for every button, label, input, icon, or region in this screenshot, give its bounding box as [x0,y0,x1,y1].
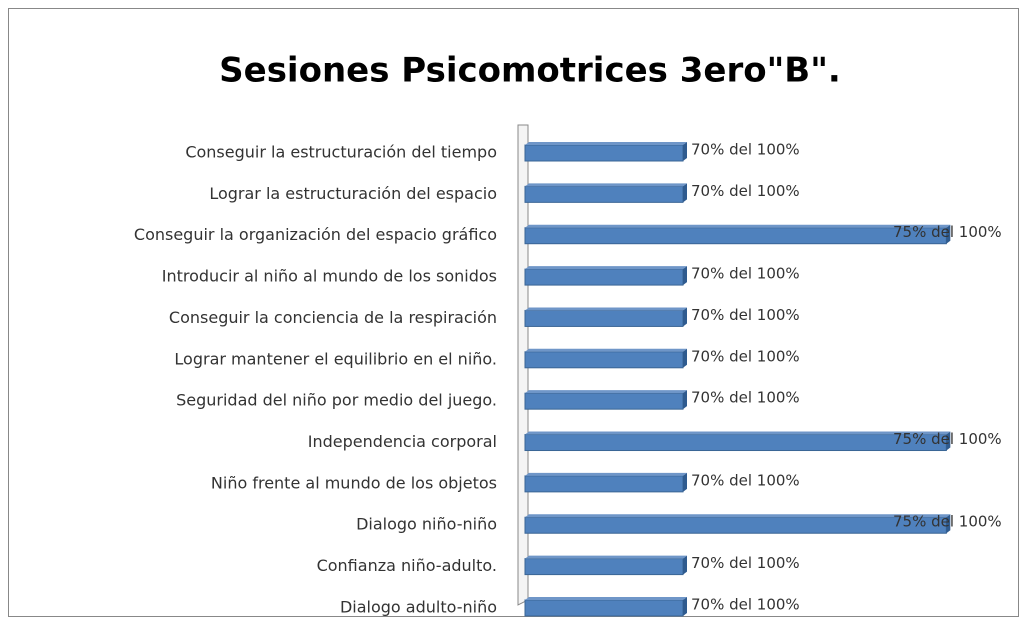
bar-end [683,596,687,616]
data-label: 75% del 100% [893,513,1002,531]
bar [524,516,947,534]
bar [524,351,684,369]
bar-end [683,266,687,286]
bar-end [683,307,687,327]
data-label: 70% del 100% [691,471,800,489]
bar-end [683,348,687,368]
bar [524,558,684,576]
category-label: Lograr mantener el equilibrio en el niño… [174,349,497,368]
bar-top [525,348,687,352]
category-label: Seguridad del niño por medio del juego. [176,391,497,410]
data-label: 70% del 100% [691,182,800,200]
bar-top [525,266,687,270]
bar-end [683,183,687,203]
category-label: Niño frente al mundo de los objetos [211,473,497,492]
category-label: Lograr la estructuración del espacio [209,184,497,203]
bar-end [683,472,687,492]
category-label: Confianza niño-adulto. [317,556,497,575]
data-label: 70% del 100% [691,265,800,283]
data-label: 70% del 100% [691,306,800,324]
bar [524,185,684,203]
bar-end [946,514,951,534]
data-label: 75% del 100% [893,430,1002,448]
data-label: 70% del 100% [691,554,800,572]
category-label: Conseguir la conciencia de la respiració… [169,308,497,327]
bar-top [525,142,687,145]
bar-top [525,514,951,518]
category-label: Conseguir la organización del espacio gr… [134,225,497,244]
bar [524,392,684,410]
data-label: 75% del 100% [893,223,1002,241]
bar-top [525,555,687,559]
bar-end [683,555,687,575]
data-label: 70% del 100% [691,595,800,613]
bar-top [525,472,687,476]
category-label: Introducir al niño al mundo de los sonid… [162,267,497,286]
data-label: 70% del 100% [691,141,800,159]
data-label: 70% del 100% [691,347,800,365]
bar [524,309,684,327]
bar-top [525,596,687,600]
category-label: Conseguir la estructuración del tiempo [185,143,497,162]
bar [524,268,684,286]
category-label: Independencia corporal [308,432,497,451]
category-label: Dialogo niño-niño [356,515,497,534]
bar [524,599,684,617]
bar-top [525,431,951,435]
bar-top [525,183,687,187]
data-label: 70% del 100% [691,389,800,407]
bar-end [946,431,951,451]
chart-title: Sesiones Psicomotrices 3ero"B". [219,51,841,91]
bar [524,227,947,245]
bar-top [525,307,687,311]
bar-end [946,224,951,244]
bar-top [525,224,951,228]
bar [524,475,684,493]
bar-end [683,390,687,410]
bar-top [525,390,687,394]
category-label: Dialogo adulto-niño [340,597,497,616]
bar-end [683,142,687,161]
bar [524,144,684,162]
bar [524,434,947,452]
